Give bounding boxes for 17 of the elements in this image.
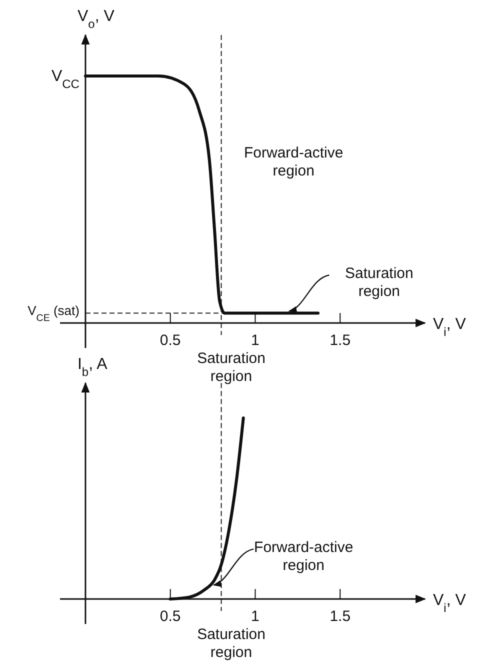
ref-line-label: Saturation region — [197, 626, 266, 661]
ref-line-label: V$_{CE}$ (sat) — [28, 303, 80, 324]
annotation: Forward-active region — [244, 144, 344, 180]
x-axis-title: V$_{i}$, V — [433, 316, 466, 339]
y-axis-title: I$_{b}$, A — [77, 356, 108, 379]
x-axis-title: V$_{i}$, V — [433, 592, 466, 615]
x-tick-label: 1.5 — [330, 608, 351, 625]
x-tick-label: 0.5 — [160, 608, 181, 625]
x-tick-label: 1 — [251, 332, 260, 349]
x-tick-label: 1.5 — [330, 332, 351, 349]
x-tick-label: 0.5 — [160, 332, 181, 349]
annotation: Saturation region — [344, 265, 414, 300]
annotation: V$_{CC}$ — [51, 68, 80, 91]
x-tick-label: 1 — [251, 608, 260, 625]
y-axis-title: V$_{o}$, V — [77, 8, 115, 31]
ref-line-label: Saturation region — [197, 350, 266, 385]
annotation: Forward-active region — [254, 539, 354, 574]
